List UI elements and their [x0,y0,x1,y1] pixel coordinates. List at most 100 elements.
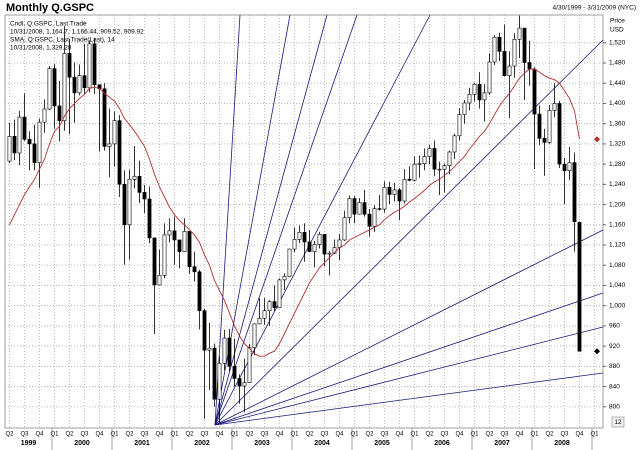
x-tick-label: Q3 [140,432,149,438]
fan-line [214,326,604,426]
candle-body [117,120,122,185]
candle-body [197,271,202,312]
y-tick-label: 1,360 [609,120,626,127]
year-label: 2006 [434,440,450,447]
candle-body [277,279,282,308]
year-label: 2004 [314,440,330,447]
x-tick-label: Q1 [410,432,419,438]
x-tick-label: Q4 [335,432,344,438]
candle-body [287,248,292,277]
y-tick-label: 1,080 [609,262,626,269]
candle-body [157,275,162,286]
candle-body [37,121,42,163]
x-tick-label: Q3 [200,432,209,438]
candle-body [577,222,582,352]
corner-label: 12 [615,420,622,426]
sma-line [9,68,580,357]
candle-body [212,347,217,400]
x-tick-label: Q3 [560,432,569,438]
fan-line [214,372,604,426]
candle-body [392,189,397,195]
candle-body [317,234,322,245]
year-label: 2003 [254,440,270,447]
x-tick-label: Q4 [515,432,524,438]
candle-body [412,163,417,181]
candle-body [232,366,237,379]
candle-body [432,148,437,170]
candle-body [322,234,327,255]
candle-body [267,301,272,312]
candle-body [22,116,27,140]
candle-body [12,136,17,154]
candle-body [372,208,377,227]
candle-body [377,208,382,210]
x-tick-label: Q1 [110,432,119,438]
candle-body [407,178,412,181]
x-tick-label: Q4 [455,432,464,438]
candle-body [327,252,332,255]
candle-body [122,184,127,226]
candle-body [387,187,392,195]
x-tick-label: Q4 [155,432,164,438]
candle-body [52,68,57,107]
y-axis-label: USD [610,27,624,34]
candle-body [152,237,157,286]
y-tick-label: 1,400 [609,100,626,107]
candle-body [437,168,442,171]
y-tick-label: 1,520 [609,40,626,47]
candle-body [352,198,357,215]
candle-body [497,36,502,52]
candle-body [187,231,192,268]
candle-body [202,310,207,351]
x-tick-label: Q1 [170,432,179,438]
candle-body [167,230,172,236]
candle-body [402,178,407,202]
fan-line [214,14,291,426]
candle-body [557,103,562,165]
candle-body [512,38,517,67]
candle-body [447,151,452,166]
legend-entry: Cndl, Q:GSPC, Last Trade [10,21,87,28]
candle-body [162,234,167,276]
marks [7,15,600,423]
y-tick-label: 1,200 [609,201,626,208]
x-tick-label: Q2 [5,432,14,438]
candle-body [107,143,112,147]
y-tick-label: 920 [609,343,620,350]
candle-body [552,103,557,111]
legend-entry: SMA, Q:GSPC, Last Trade(Last), 14 [10,37,115,44]
candle-body [422,156,427,164]
candle-body [32,143,37,163]
candle-body [502,51,507,76]
x-tick-label: Q4 [215,432,224,438]
candle-body [532,68,537,115]
candle-body [27,139,32,145]
candle-body [362,202,367,215]
legend-entry: 10/31/2008, 1,329.28 [10,45,72,52]
year-label: 2001 [134,440,150,447]
fan-line [214,14,328,426]
candle-body [262,310,267,319]
candle-body [57,105,62,121]
candle-body [62,53,67,121]
y-tick-label: 1,000 [609,302,626,309]
year-label: 2007 [494,440,510,447]
y-tick-label: 1,040 [609,282,626,289]
candle-body [467,94,472,104]
candle-body [272,301,277,308]
candle-body [142,192,147,200]
candle-body [82,75,87,89]
candle-body [17,116,22,154]
candle-body [417,163,422,165]
x-tick-label: Q3 [260,432,269,438]
candle-body [252,323,257,348]
x-tick-label: Q1 [50,432,59,438]
candle-body [147,198,152,239]
candle-body [192,266,197,273]
candle-body [337,239,342,248]
y-tick-label: 880 [609,363,620,370]
y-axis-label: Price [610,18,625,25]
x-tick-label: Q2 [185,432,194,438]
candle-body [132,175,137,180]
x-tick-label: Q4 [95,432,104,438]
